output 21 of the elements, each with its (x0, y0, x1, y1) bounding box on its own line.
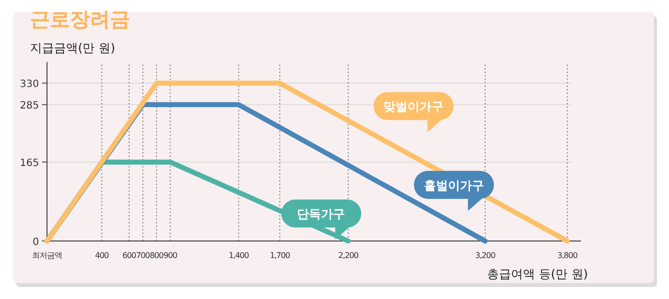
x-tick-label: 400 (95, 251, 110, 260)
x-tick-label: 최저금액 (32, 251, 62, 260)
y-tick-label: 0 (32, 237, 39, 248)
chart-title: 근로장려금 (30, 7, 130, 31)
y-tick-label: 285 (20, 100, 39, 112)
y-tick-label: 330 (20, 79, 39, 90)
x-tick-label: 1,400 (228, 251, 250, 260)
x-tick-label: 3,200 (475, 251, 496, 260)
x-tick-label: 900 (163, 251, 178, 260)
x-tick-label: 800 (150, 251, 164, 260)
x-tick-label: 3,800 (557, 251, 578, 260)
y-tick-label: 165 (20, 158, 39, 170)
x-axis-title: 총급여액 등(만 원) (487, 267, 588, 281)
series-label: 맞벌이가구 (384, 100, 444, 114)
x-tick-label: 1,700 (270, 251, 290, 260)
y-axis-title: 지급금액(만 원) (30, 41, 116, 55)
x-tick-label: 2,200 (338, 251, 359, 260)
series-label: 홑벌이가구 (424, 178, 484, 192)
x-tick-label: 600 (122, 251, 136, 260)
series-label: 단독가구 (297, 207, 346, 222)
x-tick-label: 700 (136, 251, 150, 260)
